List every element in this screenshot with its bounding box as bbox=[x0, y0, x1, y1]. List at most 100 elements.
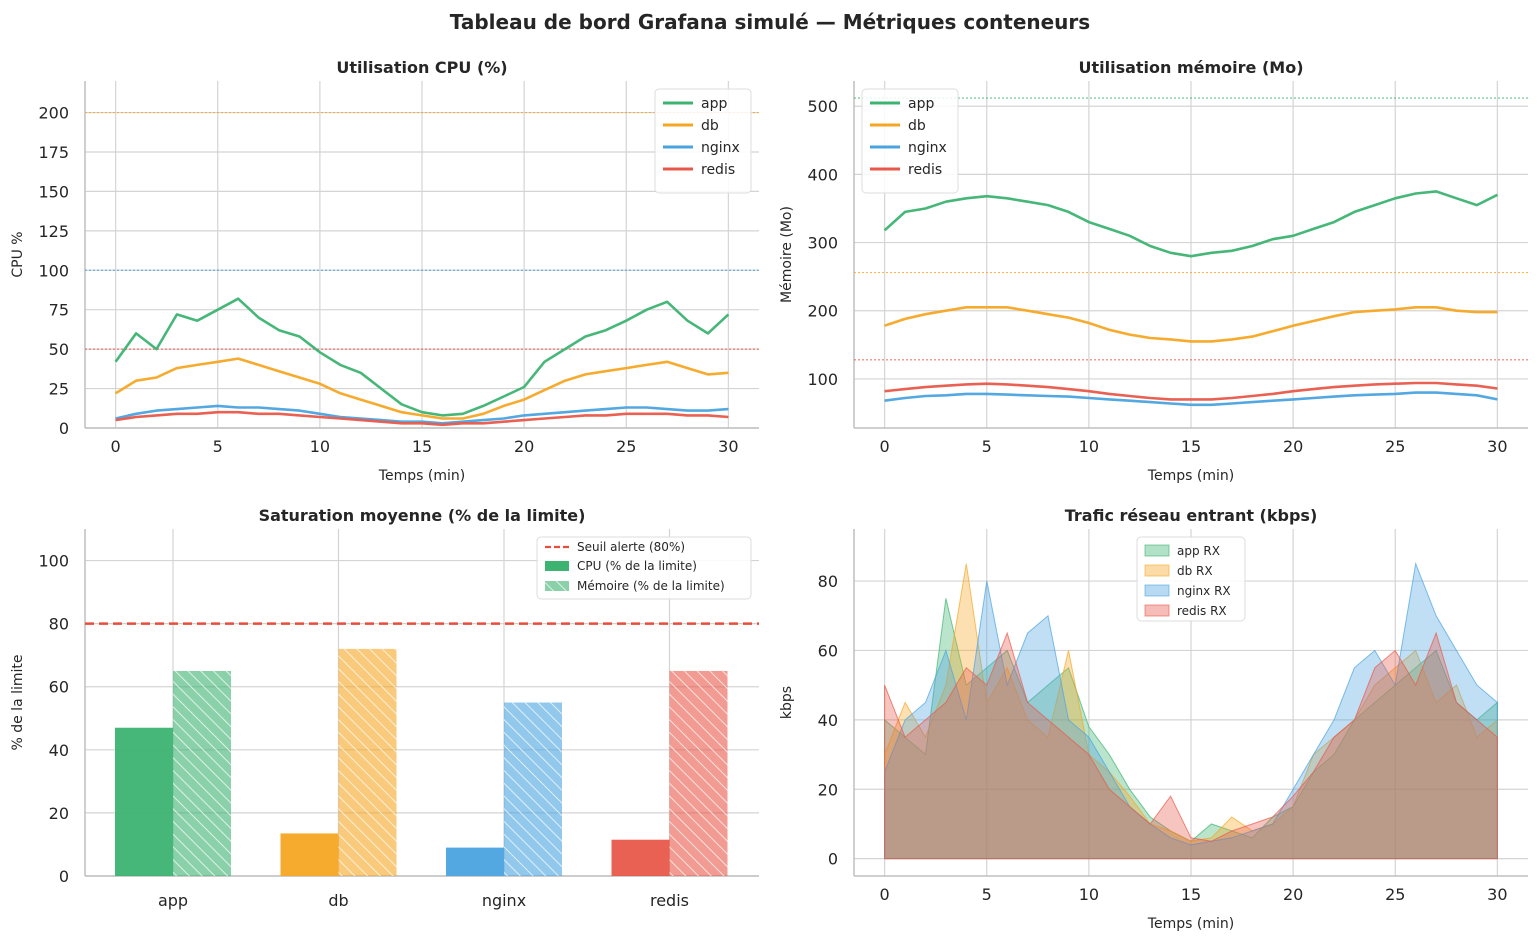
legend-label-db: db bbox=[701, 118, 719, 134]
y-tick-label: 175 bbox=[38, 143, 69, 162]
y-tick-label: 80 bbox=[818, 572, 838, 591]
x-tick-label: 5 bbox=[213, 437, 223, 456]
category-label: nginx bbox=[482, 891, 526, 910]
panel-title: Utilisation CPU (%) bbox=[336, 58, 507, 77]
legend-label-redis: redis bbox=[908, 162, 942, 178]
y-tick-label: 25 bbox=[49, 380, 69, 399]
legend-swatch-db-RX bbox=[1144, 564, 1170, 577]
y-tick-label: 300 bbox=[807, 234, 838, 253]
y-tick-label: 60 bbox=[49, 678, 69, 697]
category-label: app bbox=[158, 891, 188, 910]
y-tick-label: 200 bbox=[807, 302, 838, 321]
x-axis-label: Temps (min) bbox=[1147, 916, 1234, 932]
category-label: db bbox=[328, 891, 348, 910]
y-tick-label: 200 bbox=[38, 104, 69, 123]
legend-label-app: app bbox=[701, 96, 727, 112]
panel-title: Utilisation mémoire (Mo) bbox=[1078, 58, 1303, 77]
x-tick-label: 0 bbox=[880, 437, 890, 456]
cpu-bar-redis bbox=[611, 839, 670, 876]
y-tick-label: 100 bbox=[807, 370, 838, 389]
legend-box bbox=[1136, 536, 1246, 622]
legend-label-threshold: Seuil alerte (80%) bbox=[577, 540, 685, 554]
x-tick-label: 30 bbox=[1487, 437, 1507, 456]
x-tick-label: 30 bbox=[718, 437, 738, 456]
legend-label-db: db bbox=[908, 118, 926, 134]
y-tick-label: 75 bbox=[49, 301, 69, 320]
panel-title: Saturation moyenne (% de la limite) bbox=[259, 506, 586, 525]
y-tick-label: 40 bbox=[49, 741, 69, 760]
y-tick-label: 0 bbox=[828, 850, 838, 869]
legend-box bbox=[536, 536, 752, 600]
network-traffic-panel: 0 5 10 15 20 25 30 0 20 40 60 80 Trafic réseau entra… bbox=[779, 506, 1528, 932]
x-tick-label: 10 bbox=[310, 437, 330, 456]
x-axis-label: Temps (min) bbox=[1147, 468, 1234, 484]
y-axis-label: Mémoire (Mo) bbox=[779, 206, 795, 303]
legend-label-nginx-RX: nginx RX bbox=[1177, 584, 1231, 598]
memory-bar-hatch-nginx bbox=[504, 702, 562, 876]
x-tick-label: 25 bbox=[1385, 885, 1405, 904]
x-tick-label: 30 bbox=[1487, 885, 1507, 904]
legend-swatch-nginx-RX bbox=[1144, 584, 1170, 597]
area-redis-RX bbox=[884, 631, 1498, 860]
x-tick-label: 15 bbox=[412, 437, 432, 456]
series-line-redis bbox=[115, 410, 729, 427]
y-axis-label: % de la limite bbox=[10, 654, 26, 750]
y-tick-label: 150 bbox=[38, 182, 69, 201]
series-line-app bbox=[114, 297, 730, 417]
legend-label-app: app bbox=[908, 96, 934, 112]
memory-bar-hatch-db bbox=[338, 648, 397, 876]
panel-title: Trafic réseau entrant (kbps) bbox=[1065, 506, 1318, 525]
y-axis-label: CPU % bbox=[10, 231, 26, 277]
x-tick-label: 15 bbox=[1181, 437, 1201, 456]
y-tick-label: 400 bbox=[807, 165, 838, 184]
x-tick-label: 15 bbox=[1181, 885, 1201, 904]
x-tick-label: 20 bbox=[1283, 437, 1303, 456]
series-line-nginx bbox=[115, 404, 729, 425]
legend-swatch-cpu bbox=[545, 561, 569, 571]
x-tick-label: 10 bbox=[1079, 437, 1099, 456]
cpu-bar-db bbox=[280, 833, 339, 876]
y-tick-label: 20 bbox=[818, 780, 838, 799]
series-line-nginx bbox=[884, 391, 1498, 407]
legend-label-redis-RX: redis RX bbox=[1177, 604, 1227, 618]
x-tick-label: 20 bbox=[1283, 885, 1303, 904]
cpu-bar-nginx bbox=[446, 847, 504, 876]
y-tick-label: 100 bbox=[38, 552, 69, 571]
legend-label-redis: redis bbox=[701, 162, 735, 178]
x-tick-label: 25 bbox=[1385, 437, 1405, 456]
legend-swatch-redis-RX bbox=[1144, 604, 1170, 617]
x-tick-label: 10 bbox=[1079, 885, 1099, 904]
x-tick-label: 5 bbox=[982, 885, 992, 904]
y-tick-label: 40 bbox=[818, 711, 838, 730]
series-line-app bbox=[883, 190, 1498, 258]
y-tick-label: 100 bbox=[38, 261, 69, 280]
legend-box bbox=[654, 88, 752, 194]
memory-bar-hatch-redis bbox=[669, 670, 728, 876]
x-axis-label: Temps (min) bbox=[378, 468, 465, 484]
y-tick-label: 60 bbox=[818, 641, 838, 660]
area-nginx-RX bbox=[884, 561, 1498, 860]
series-line-db bbox=[114, 357, 729, 420]
y-tick-label: 0 bbox=[59, 867, 69, 886]
y-tick-label: 500 bbox=[807, 97, 838, 116]
y-axis-label: kbps bbox=[779, 686, 795, 719]
y-tick-label: 0 bbox=[59, 419, 69, 438]
figure-title: Tableau de bord Grafana simulé — Métriqu… bbox=[450, 10, 1090, 34]
x-tick-label: 0 bbox=[111, 437, 121, 456]
saturation-panel: 0 20 40 60 80 100 Saturation moyenne (% de la … bbox=[10, 506, 759, 910]
memory-bar-hatch-app bbox=[173, 670, 231, 876]
legend-label-nginx: nginx bbox=[908, 140, 947, 156]
y-tick-label: 80 bbox=[49, 615, 69, 634]
cpu-bar-app bbox=[115, 727, 173, 876]
legend-swatch-memory-hatch bbox=[545, 581, 569, 591]
category-label: redis bbox=[650, 891, 689, 910]
legend-label-app-RX: app RX bbox=[1177, 544, 1220, 558]
x-tick-label: 0 bbox=[880, 885, 890, 904]
y-tick-label: 125 bbox=[38, 222, 69, 241]
legend-label-nginx: nginx bbox=[701, 140, 740, 156]
series-line-redis bbox=[884, 381, 1498, 401]
x-tick-label: 5 bbox=[982, 437, 992, 456]
x-tick-label: 25 bbox=[616, 437, 636, 456]
